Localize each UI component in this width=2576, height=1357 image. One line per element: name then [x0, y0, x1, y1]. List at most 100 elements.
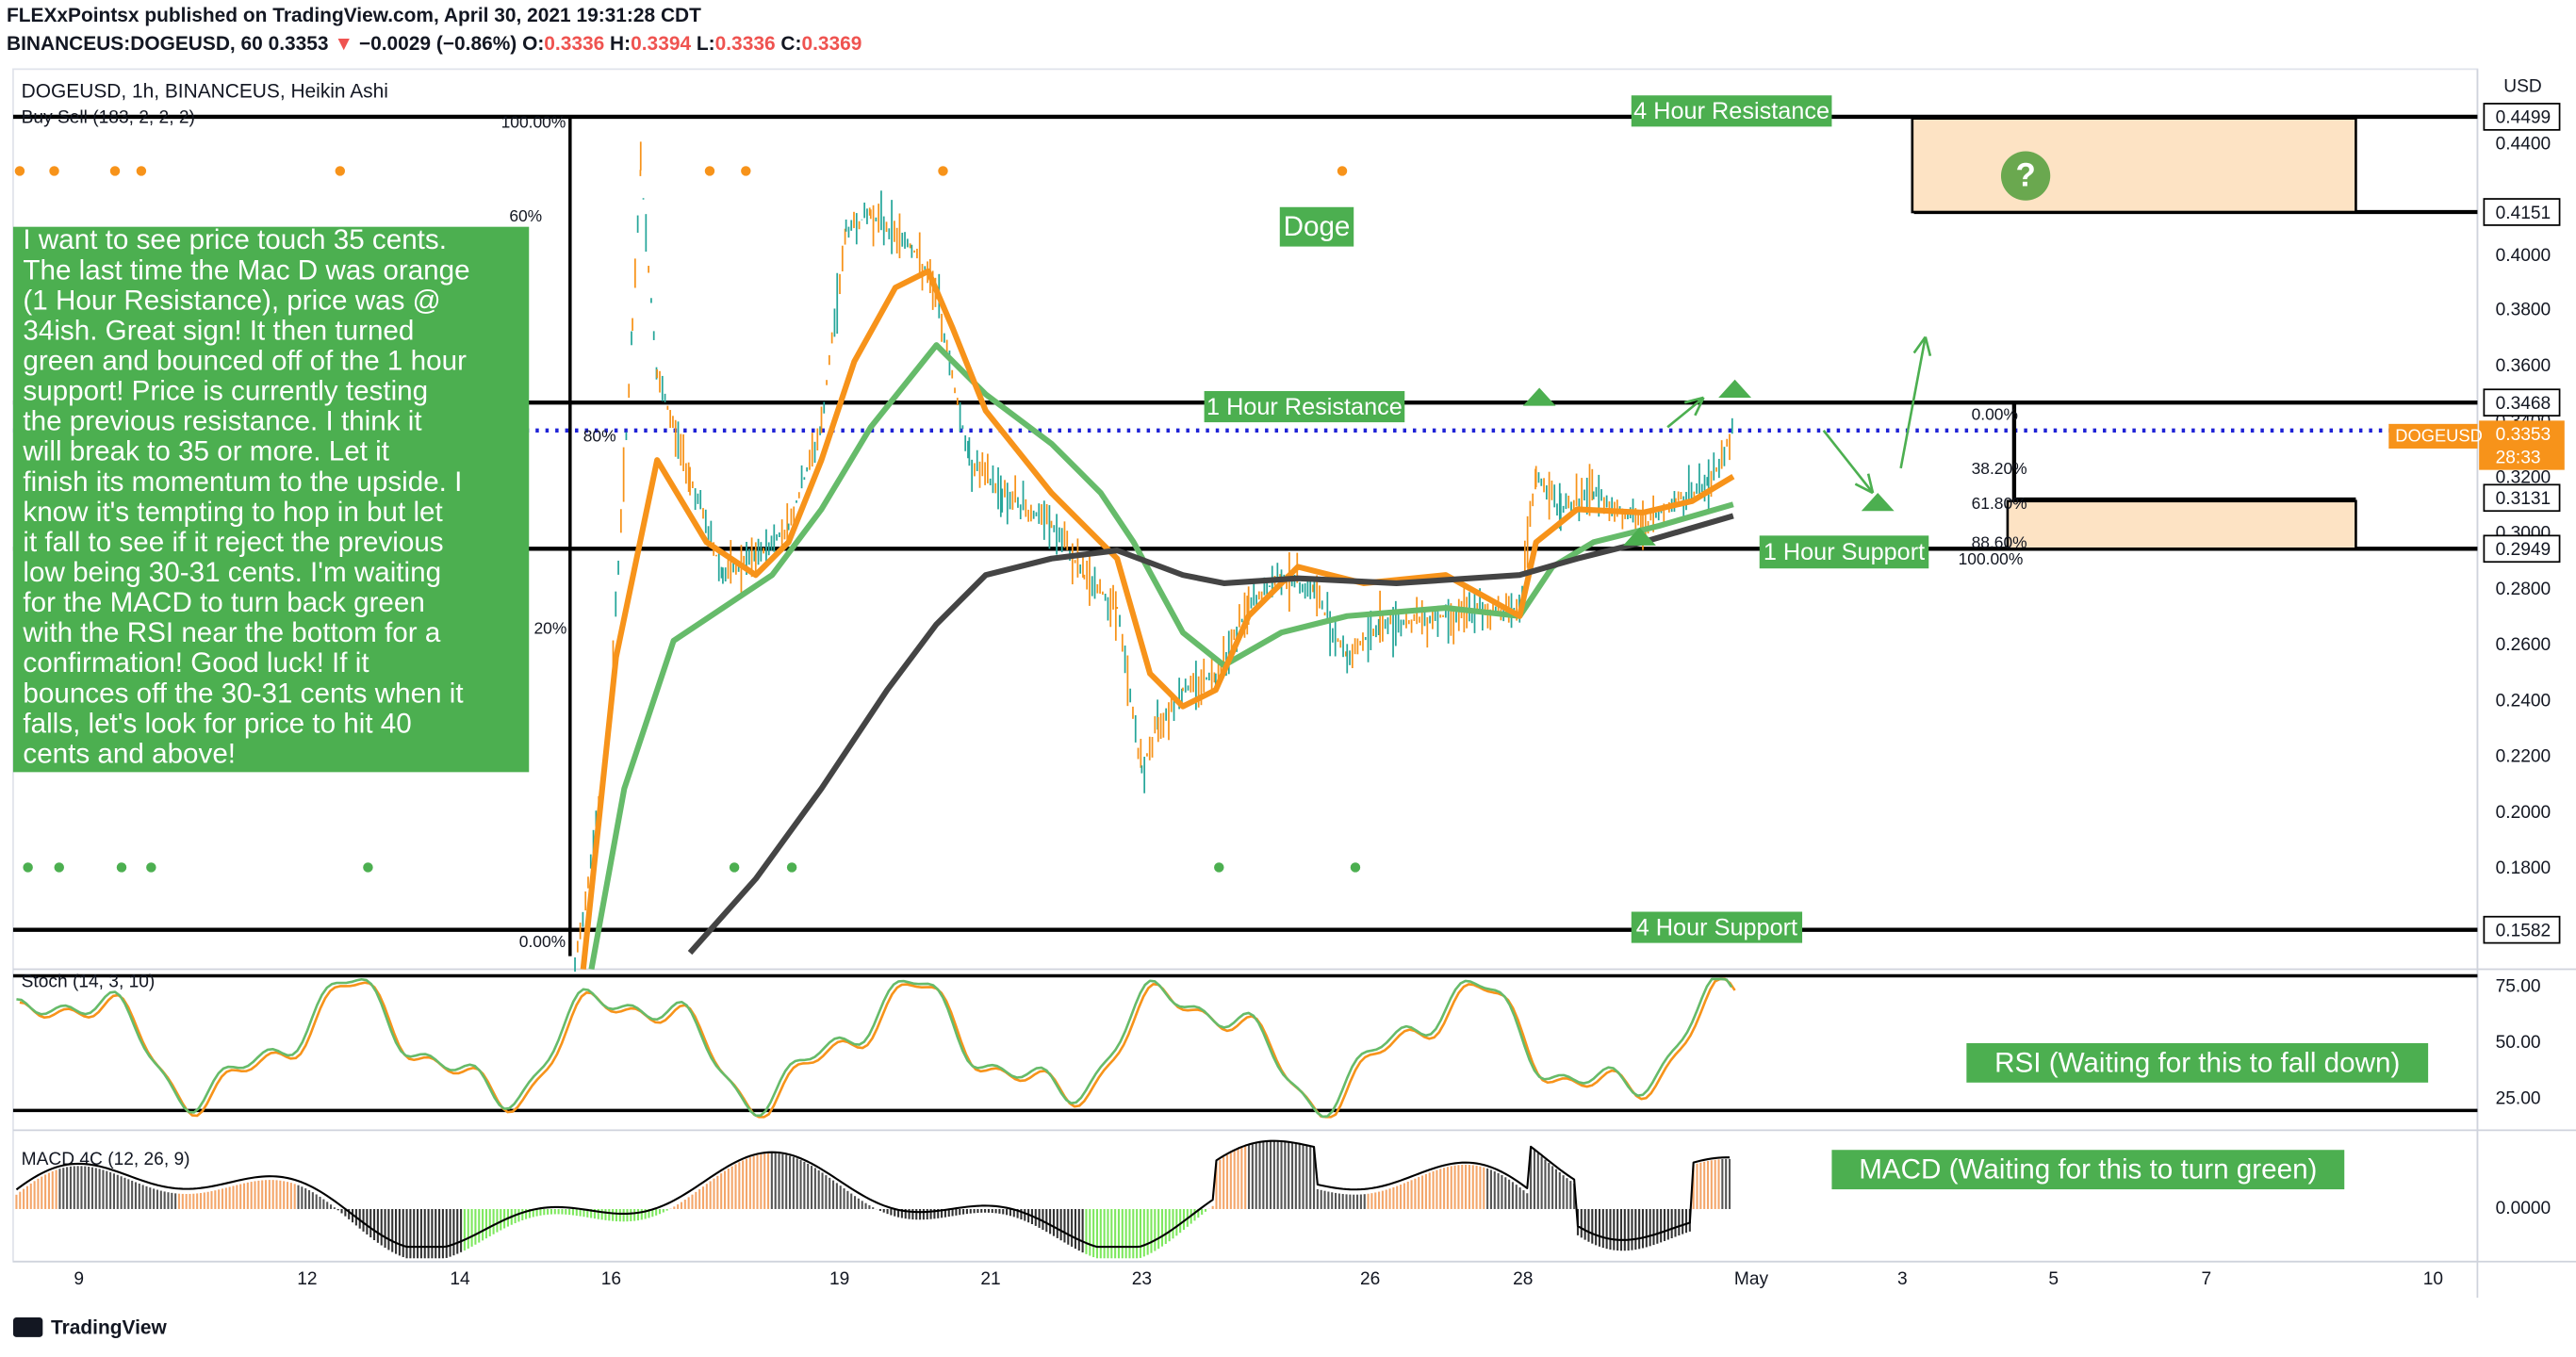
buy-dot [54, 862, 64, 873]
level-tag-label: 0.3468 [2496, 394, 2551, 414]
buy-dot [1214, 862, 1224, 873]
one-hour-support: 1 Hour Support [1764, 539, 1925, 565]
fib-right-label: 61.80% [1972, 494, 2027, 513]
note-line: know it's tempting to hop in but let [23, 497, 443, 528]
doge-label-box [1279, 206, 1354, 247]
time-tick: 21 [980, 1269, 1000, 1289]
stoch-title: Stoch (14, 3, 10) [22, 973, 156, 992]
header-published: FLEXxPointsx published on TradingView.co… [7, 5, 701, 26]
ma-gray [687, 513, 1734, 956]
ema-green [588, 342, 1734, 971]
level-tag-label: 0.1582 [2496, 921, 2551, 940]
sell-dot [1337, 166, 1348, 176]
fib-right-label: 0.00% [1972, 405, 2018, 424]
note-line: with the RSI near the bottom for a [22, 617, 440, 648]
countdown: 28:33 [2496, 449, 2541, 468]
price-tick: 0.2800 [2496, 580, 2551, 599]
question-mark: ? [2015, 157, 2035, 194]
one-hour-resistance: 1 Hour Resistance [1206, 394, 1403, 420]
sell-dot [49, 166, 59, 176]
triangle [1861, 493, 1895, 512]
price-tick: 0.3200 [2496, 467, 2551, 487]
brand-logo [12, 1317, 43, 1337]
level-tag-label: 0.3131 [2496, 489, 2551, 509]
time-tick: 14 [450, 1269, 470, 1289]
note-line: the previous resistance. I think it [23, 406, 422, 437]
question-icon [2000, 151, 2051, 201]
note-line: I want to see price touch 35 cents. [23, 224, 447, 255]
time-tick: 10 [2423, 1269, 2443, 1289]
rsi-note: RSI (Waiting for this to fall down) [1994, 1047, 2400, 1078]
time-tick: 19 [829, 1269, 849, 1289]
arrow-head [1866, 473, 1875, 494]
time-tick: 5 [2048, 1269, 2059, 1289]
price-tick: 0.3600 [2496, 356, 2551, 376]
arrow-head [1854, 482, 1874, 495]
level-tag-label: 0.2949 [2496, 540, 2551, 560]
target-box [1911, 117, 2357, 214]
triangle [1718, 379, 1752, 398]
level-tag [2483, 103, 2561, 131]
time-tick: 3 [1897, 1269, 1908, 1289]
sell-dot [109, 166, 121, 176]
price-tick: 0.2000 [2496, 803, 2551, 823]
stoch-k [16, 977, 1733, 1119]
arrow [1822, 429, 1875, 494]
four-hour-resistance-box [1631, 95, 1832, 127]
triangle [1623, 527, 1656, 546]
note-line: 34ish. Great sign! It then turned [23, 315, 414, 346]
fib-left-label: 20% [533, 618, 566, 637]
fib-right-label: 38.20% [1972, 459, 2027, 478]
fib-left-label: 80% [583, 426, 616, 445]
four-hour-support: 4 Hour Support [1636, 914, 1797, 940]
quote-part: C: [776, 33, 802, 55]
price-tick: 0.3800 [2496, 301, 2551, 320]
note-line: falls, let's look for price to hit 40 [23, 708, 411, 739]
macd-line [15, 1139, 1731, 1249]
time-tick: 28 [1513, 1269, 1533, 1289]
sell-dot [136, 166, 147, 176]
price-tick: 0.1800 [2496, 858, 2551, 878]
level-tag [2483, 198, 2561, 226]
sell-dot [704, 166, 715, 176]
quote-part: 0.3369 [801, 33, 861, 55]
note-line: it fall to see if it reject the previous [23, 527, 443, 558]
buy-dot [1350, 862, 1361, 873]
arrow-head [1924, 336, 1932, 357]
arrow [1899, 336, 1928, 469]
level-tag [2483, 483, 2561, 513]
note-line: confirmation! Good luck! If it [23, 647, 369, 678]
quote-part: O: [522, 33, 544, 55]
doge-label: Doge [1284, 211, 1351, 242]
one-hour-resistance-box [1204, 390, 1405, 423]
note-line: green and bounced off of the 1 hour [23, 345, 467, 376]
fib-right-label: 100.00% [1959, 549, 2024, 568]
fib-left-label: 100.00% [501, 112, 566, 131]
level-tag [2483, 534, 2561, 564]
stoch-tick: 75.00 [2496, 977, 2541, 997]
quote-part: ▼ [329, 33, 359, 55]
buy-dot [23, 862, 33, 873]
footer-bar [0, 1300, 2576, 1357]
buy-dot [786, 862, 797, 873]
stoch-tick: 50.00 [2496, 1033, 2541, 1053]
time-tick: 7 [2202, 1269, 2212, 1289]
buy-dot [363, 862, 373, 873]
price-tick: 0.4000 [2496, 246, 2551, 266]
macd-tick: 0.0000 [2496, 1199, 2551, 1218]
note-line: (1 Hour Resistance), price was @ [23, 285, 440, 316]
level-tag-label: 0.4151 [2496, 204, 2551, 223]
brand: TradingView [51, 1317, 168, 1339]
price-tick: 0.4400 [2496, 135, 2551, 155]
buy-dot [146, 862, 156, 873]
level-tag [2483, 915, 2561, 944]
fib-left-label: 0.00% [519, 932, 566, 951]
four-hour-support-box [1631, 911, 1803, 943]
time-tick: 9 [74, 1269, 84, 1289]
arrow-head [1683, 396, 1704, 404]
triangle [1522, 387, 1556, 406]
ema-orange [580, 268, 1735, 970]
fib-left-label: 60% [509, 206, 542, 225]
quote-part: 0.3336 [544, 33, 604, 55]
